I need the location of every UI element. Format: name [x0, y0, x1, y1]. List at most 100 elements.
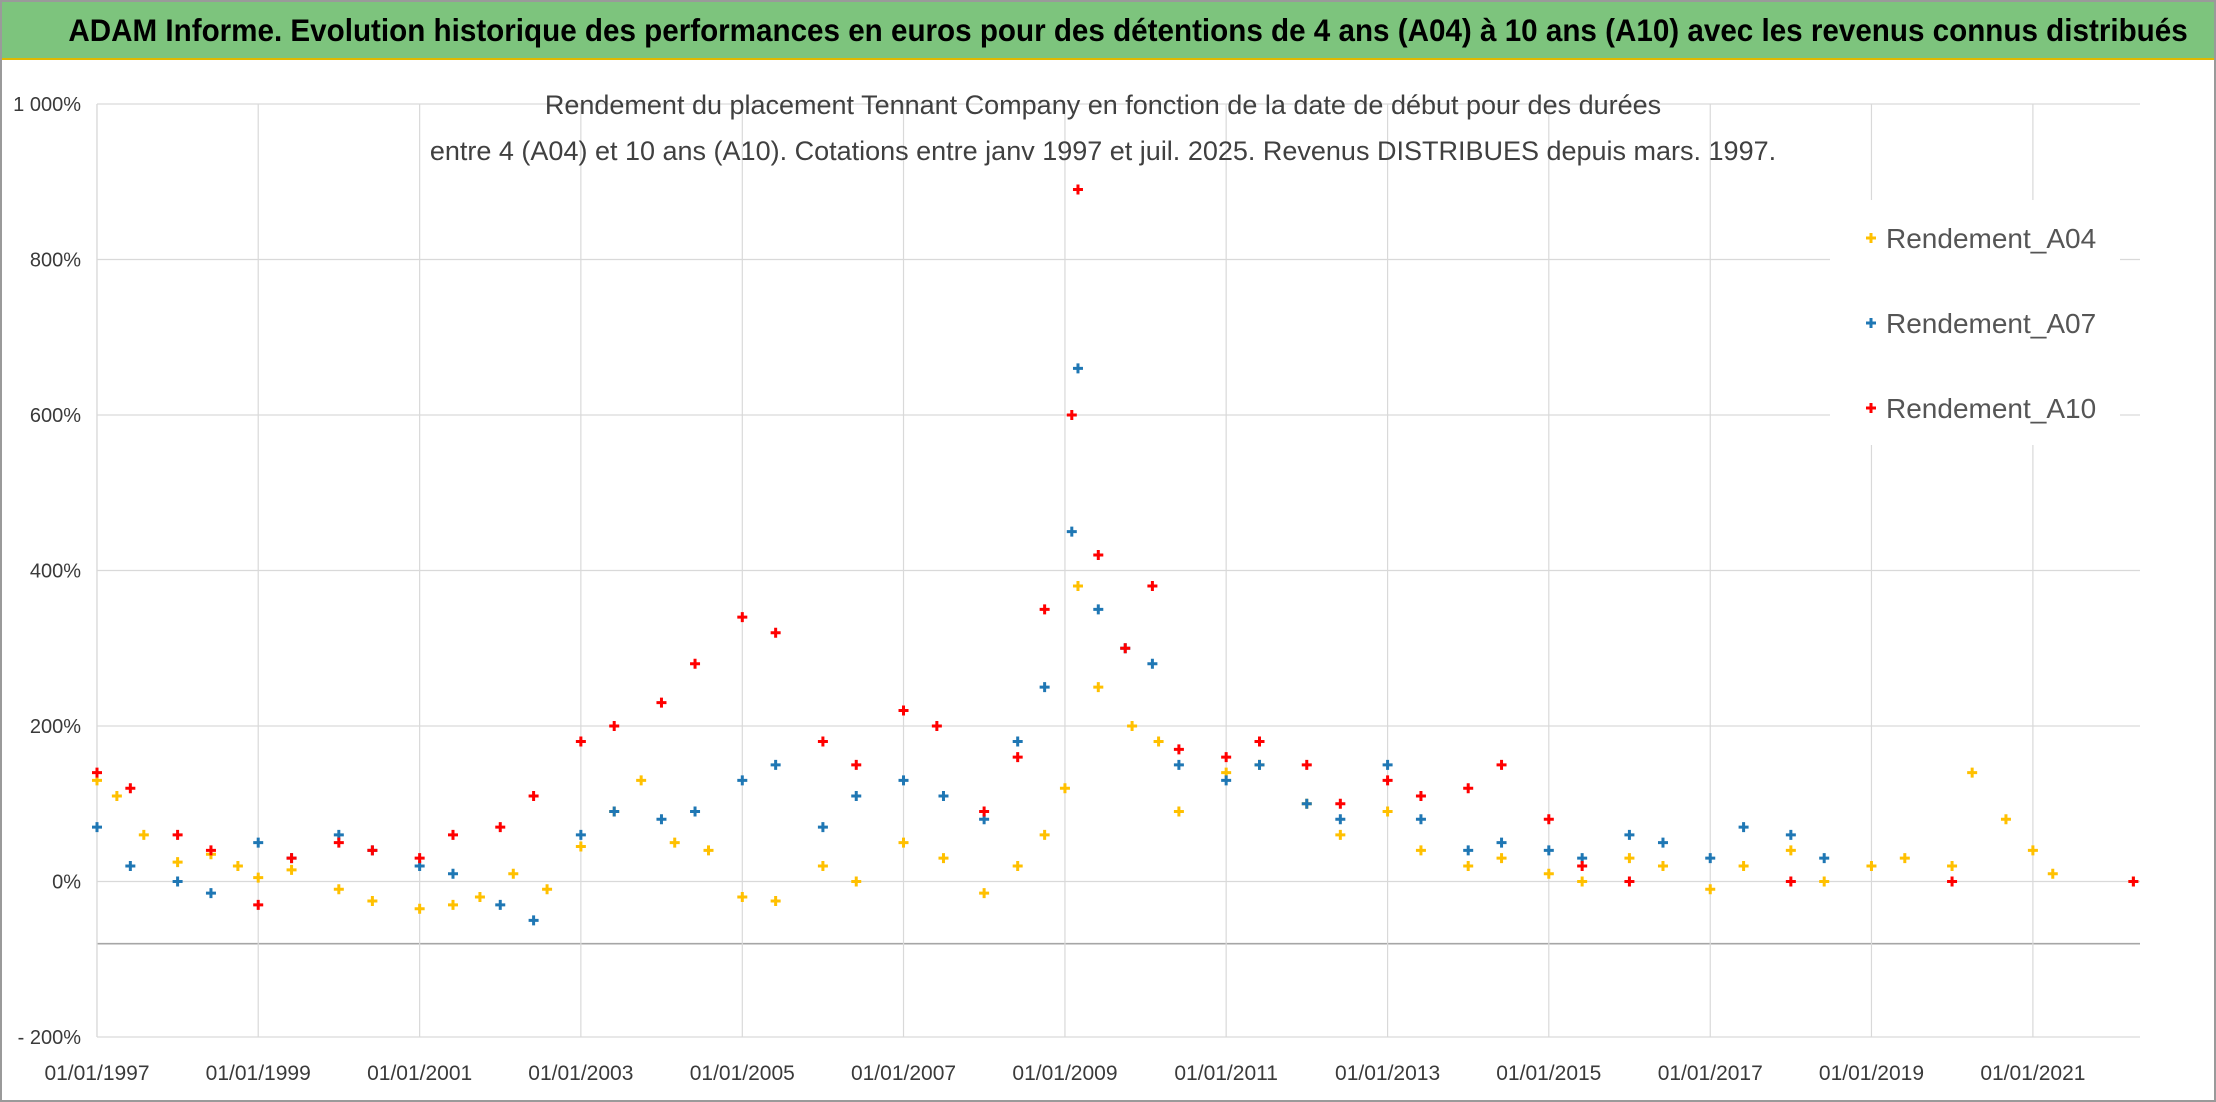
data-point: [253, 837, 264, 848]
data-point: [979, 888, 990, 899]
x-tick-label: 01/01/2005: [690, 1062, 795, 1085]
data-point: [669, 837, 680, 848]
data-point: [1543, 814, 1554, 825]
x-tick-label: 01/01/1997: [44, 1062, 149, 1085]
data-point: [609, 806, 620, 817]
data-point: [414, 853, 425, 864]
legend-marker: [1866, 318, 1876, 328]
data-point: [1039, 682, 1050, 693]
data-point: [1899, 853, 1910, 864]
data-point: [1093, 549, 1104, 560]
data-point: [1415, 814, 1426, 825]
data-point: [770, 895, 781, 906]
data-point: [1012, 860, 1023, 871]
data-point: [575, 829, 586, 840]
data-point: [851, 790, 862, 801]
data-point: [1301, 759, 1312, 770]
x-tick-label: 01/01/2007: [851, 1062, 956, 1085]
data-point: [205, 845, 216, 856]
data-point: [92, 822, 102, 833]
data-point: [1072, 363, 1083, 374]
data-point: [575, 841, 586, 852]
chart-title-line2: entre 4 (A04) et 10 ans (A10). Cotations…: [430, 136, 1776, 166]
x-tick-label: 01/01/1999: [206, 1062, 311, 1085]
data-point: [286, 864, 297, 875]
data-point: [1866, 860, 1877, 871]
data-point: [1415, 845, 1426, 856]
data-point: [2027, 845, 2038, 856]
data-point: [1415, 790, 1426, 801]
data-point: [508, 868, 519, 879]
data-point: [1382, 806, 1393, 817]
data-point: [1254, 759, 1265, 770]
data-point: [172, 876, 183, 887]
data-point: [1819, 853, 1830, 864]
data-point: [737, 612, 748, 623]
data-point: [1785, 876, 1796, 887]
data-point: [1543, 868, 1554, 879]
x-tick-label: 01/01/2019: [1819, 1062, 1924, 1085]
legend-label: Rendement_A10: [1886, 393, 2096, 424]
chart-title-background: [446, 90, 1762, 150]
data-point: [770, 627, 781, 638]
data-point: [528, 790, 539, 801]
series-rendement-a04: [92, 581, 2139, 914]
data-point: [495, 899, 506, 910]
data-point: [1072, 184, 1083, 195]
data-point: [690, 658, 701, 669]
legend-marker: [1866, 403, 1876, 413]
data-point: [1039, 604, 1050, 615]
data-point: [1173, 744, 1184, 755]
data-point: [690, 806, 701, 817]
data-point: [898, 705, 909, 716]
data-point: [609, 721, 620, 731]
data-point: [575, 736, 586, 747]
data-point: [1463, 860, 1474, 871]
data-point: [2000, 814, 2011, 825]
data-point: [1120, 643, 1131, 654]
data-point: [1657, 860, 1668, 871]
data-point: [1785, 845, 1796, 856]
data-point: [931, 721, 942, 731]
data-point: [1624, 876, 1635, 887]
data-point: [1382, 775, 1393, 786]
x-tick-label: 01/01/2015: [1496, 1062, 1601, 1085]
data-point: [1496, 837, 1507, 848]
data-point: [474, 892, 485, 903]
data-point: [979, 806, 990, 817]
data-point: [1066, 526, 1077, 537]
data-point: [1496, 759, 1507, 770]
data-point: [1705, 853, 1716, 864]
data-point: [253, 872, 264, 883]
x-tick-label: 01/01/2001: [367, 1062, 472, 1085]
data-point: [1624, 829, 1635, 840]
y-tick-label: 200%: [30, 716, 81, 738]
data-point: [286, 853, 297, 864]
data-point: [851, 759, 862, 770]
y-tick-label: 800%: [30, 250, 81, 272]
data-point: [1066, 410, 1077, 420]
data-point: [938, 790, 949, 801]
data-point: [125, 860, 136, 871]
data-point: [528, 915, 539, 926]
data-point: [1072, 581, 1083, 592]
data-point: [817, 860, 828, 871]
data-point: [1093, 682, 1104, 693]
data-point: [1947, 876, 1958, 887]
data-point: [817, 736, 828, 747]
data-point: [737, 775, 748, 786]
data-point: [1463, 845, 1474, 856]
data-point: [1947, 860, 1958, 871]
data-point: [817, 822, 828, 833]
data-point: [1147, 581, 1158, 592]
data-point: [1785, 829, 1796, 840]
data-point: [1221, 775, 1232, 786]
y-tick-label: 400%: [30, 561, 81, 583]
data-point: [1738, 860, 1749, 871]
data-point: [1127, 721, 1138, 731]
data-point: [1173, 806, 1184, 817]
data-point: [1012, 736, 1023, 747]
data-point: [2128, 876, 2139, 887]
data-point: [1657, 837, 1668, 848]
